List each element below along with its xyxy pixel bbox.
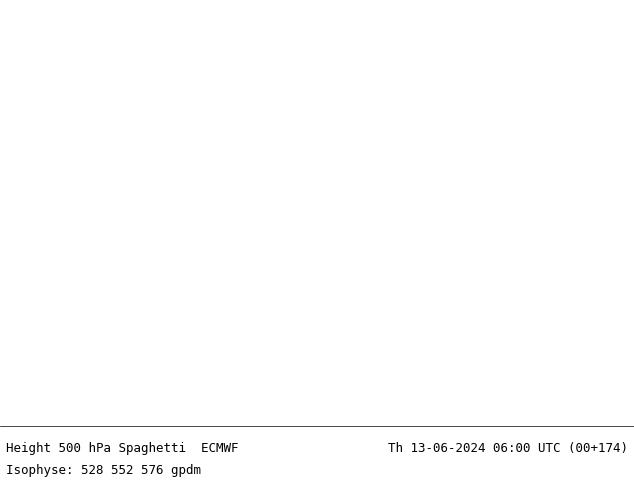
Text: Height 500 hPa Spaghetti  ECMWF: Height 500 hPa Spaghetti ECMWF	[6, 442, 239, 455]
Text: Th 13-06-2024 06:00 UTC (00+174): Th 13-06-2024 06:00 UTC (00+174)	[387, 442, 628, 455]
Text: Isophyse: 528 552 576 gpdm: Isophyse: 528 552 576 gpdm	[6, 464, 202, 477]
